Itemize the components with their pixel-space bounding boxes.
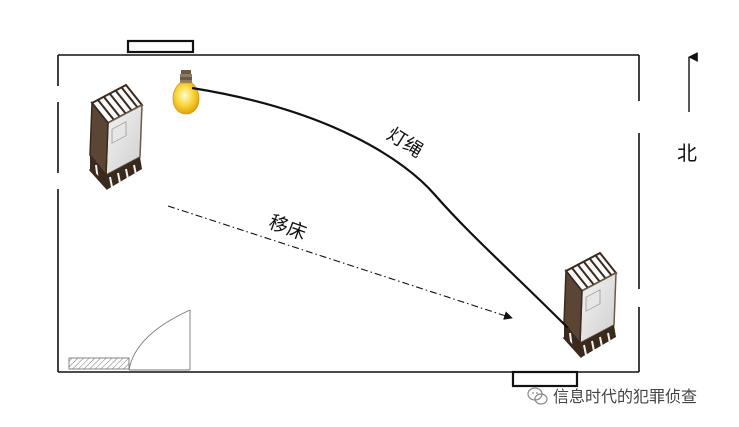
move-bed-label: 移床 <box>266 211 309 245</box>
watermark: 信息时代的犯罪侦查 <box>527 387 697 406</box>
north-label: 北 <box>677 141 697 165</box>
bed-original-icon <box>88 83 144 191</box>
door <box>68 309 191 371</box>
move-bed-arrow <box>167 205 513 320</box>
bed-moved-icon <box>562 251 618 359</box>
room-walls <box>57 54 640 373</box>
wechat-icon <box>527 387 548 405</box>
watermark-text: 信息时代的犯罪侦查 <box>553 387 697 406</box>
south-window <box>511 370 579 388</box>
north-window <box>126 39 195 54</box>
lamp-cord-line <box>191 86 569 329</box>
light-bulb-icon <box>172 70 200 115</box>
